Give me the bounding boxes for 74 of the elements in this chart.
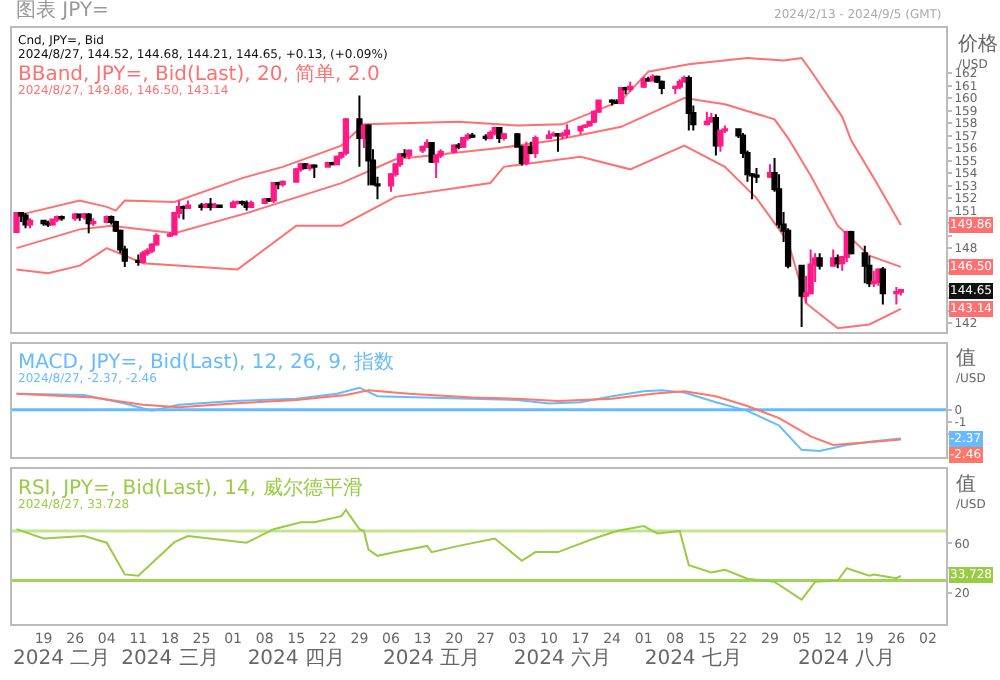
- candlestick: [293, 167, 300, 183]
- candlestick: [216, 203, 223, 210]
- annotation: BBand, JPY=, Bid(Last), 20, 简单, 2.0: [18, 62, 380, 86]
- candlestick: [365, 123, 372, 187]
- chart-title: 图表 JPY=: [16, 0, 109, 22]
- candlestick: [554, 132, 562, 153]
- candlestick: [401, 148, 408, 160]
- candlestick: [90, 217, 97, 227]
- candlestick: [866, 254, 873, 288]
- line-series: [15, 144, 902, 330]
- candlestick: [419, 144, 426, 155]
- annotation: MACD, JPY=, Bid(Last), 12, 26, 9, 指数: [18, 350, 394, 374]
- candlestick: [356, 94, 363, 168]
- candlestick: [135, 253, 142, 267]
- candlestick: [22, 212, 29, 230]
- x2-tick-label: 2024 三月: [121, 648, 219, 670]
- candlestick: [198, 202, 205, 212]
- candlestick: [559, 130, 566, 141]
- x2-tick-label: 2024 五月: [382, 648, 481, 670]
- candlestick: [893, 285, 900, 306]
- candlestick: [85, 212, 92, 235]
- candlestick: [144, 247, 151, 257]
- candlestick: [270, 182, 277, 205]
- candlestick: [897, 288, 905, 297]
- x2-tick-label: 2024 二月: [13, 648, 111, 670]
- candlestick: [532, 134, 539, 160]
- candlestick: [428, 142, 435, 165]
- candlestick: [708, 112, 715, 123]
- x2-tick-label: 2024 八月: [798, 648, 896, 670]
- line-series: [15, 508, 902, 601]
- line-series: [15, 97, 902, 268]
- candlestick: [848, 229, 855, 256]
- candlestick: [807, 248, 814, 296]
- candlestick: [460, 137, 467, 150]
- candlestick: [58, 214, 65, 222]
- candlestick: [184, 199, 192, 210]
- candlestick: [207, 197, 214, 212]
- x2-tick-label: 2024 七月: [644, 646, 742, 670]
- candlestick: [672, 84, 679, 96]
- candlestick: [180, 204, 187, 221]
- candlestick: [496, 127, 503, 145]
- candlestick: [870, 269, 877, 288]
- candlestick: [703, 110, 710, 127]
- candlestick: [523, 140, 530, 167]
- candlestick: [26, 217, 34, 230]
- candlestick: [342, 117, 350, 157]
- candlestick: [685, 74, 692, 132]
- candlestick: [40, 219, 47, 227]
- candlestick: [49, 218, 56, 227]
- candlestick: [563, 123, 571, 140]
- candlestick: [311, 163, 318, 180]
- candlestick: [17, 210, 25, 223]
- candlestick: [627, 80, 634, 93]
- x2-tick-label: 2024 四月: [247, 648, 345, 670]
- x2-tick-label: 2024 六月: [513, 646, 612, 670]
- candlestick: [577, 124, 584, 136]
- candlestick: [13, 210, 20, 235]
- candlestick: [861, 244, 868, 285]
- candlestick: [617, 87, 625, 105]
- candlestick: [645, 75, 652, 83]
- candlestick: [153, 232, 160, 247]
- candlestick: [830, 248, 837, 267]
- candlestick: [879, 265, 886, 306]
- candlestick: [405, 148, 413, 161]
- candlestick: [248, 199, 255, 210]
- annotation: RSI, JPY=, Bid(Last), 14, 威尔德平滑: [18, 476, 363, 500]
- candlestick: [469, 132, 476, 140]
- candlestick: [798, 264, 805, 328]
- candlestick: [658, 79, 665, 96]
- candlestick: [500, 132, 507, 142]
- candlestick: [433, 154, 440, 180]
- candlestick: [816, 252, 823, 271]
- candlestick: [717, 129, 724, 153]
- candlestick: [595, 99, 602, 115]
